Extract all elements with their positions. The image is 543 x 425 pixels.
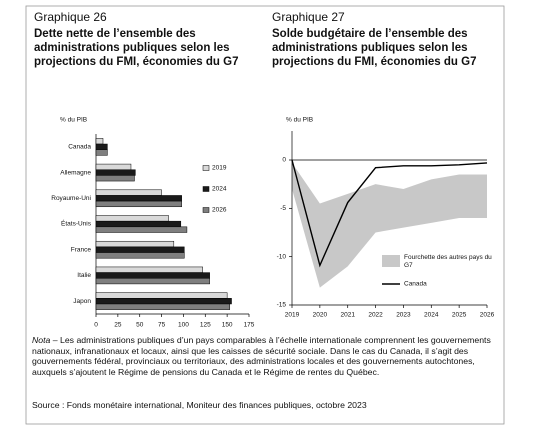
legend-label: Canada: [404, 281, 427, 288]
x-tick-label: 2023: [396, 312, 411, 319]
x-tick-label: 2019: [285, 312, 300, 319]
chart-title: Solde budgétaire de l’ensemble des admin…: [272, 28, 477, 68]
note-label: Nota: [32, 335, 51, 345]
x-tick-label: 2021: [340, 312, 355, 319]
axis-label: % du PIB: [60, 117, 87, 124]
x-tick-label: 2025: [452, 312, 467, 319]
source: Source : Fonds monétaire international, …: [32, 400, 367, 410]
figure-label: Graphique 27: [272, 10, 345, 24]
bar: [95, 143, 108, 150]
note: Nota – Les administrations publiques d’u…: [32, 335, 500, 377]
x-tick-label: 125: [200, 322, 211, 329]
bar: [95, 220, 182, 228]
y-tick-label: -10: [277, 253, 287, 260]
x-tick-label: 150: [222, 322, 233, 329]
figure-label: Graphique 26: [34, 10, 107, 24]
x-tick-label: 25: [114, 322, 122, 329]
y-tick-label: Italie: [77, 272, 91, 279]
x-tick-label: 2026: [480, 312, 495, 319]
line: [291, 159, 488, 268]
legend-label: 2026: [212, 207, 227, 214]
x-tick-label: 2024: [424, 312, 439, 319]
bar: [95, 298, 232, 305]
bar: [95, 149, 108, 156]
y-tick-label: -15: [277, 302, 287, 309]
y-tick-label: Canada: [68, 144, 91, 151]
y-tick-label: -5: [280, 205, 286, 212]
bar: [95, 200, 182, 208]
legend-label: 2019: [212, 165, 227, 172]
bar: [95, 138, 104, 145]
bar: [95, 215, 169, 222]
x-tick-label: 75: [158, 322, 166, 329]
y-tick-label: France: [71, 246, 92, 253]
bar: [95, 195, 182, 202]
bar: [95, 226, 188, 233]
bar: [95, 189, 162, 196]
legend-swatch: [202, 207, 210, 213]
bar: [95, 303, 231, 310]
bar: [95, 278, 210, 285]
legend-label: Fourchette des autres pays du G7: [404, 254, 492, 269]
frame: [25, 5, 505, 425]
y-tick-label: Allemagne: [60, 169, 91, 176]
bar: [95, 246, 185, 253]
bar: [95, 272, 210, 279]
legend-swatch: [382, 255, 400, 267]
bar: [95, 252, 185, 259]
bar: [95, 163, 132, 170]
bar: [95, 266, 203, 273]
bar: [95, 292, 228, 299]
y-tick-label: Royaume-Uni: [51, 195, 91, 202]
y-tick-label: États-Unis: [61, 219, 92, 228]
x-tick-label: 0: [94, 322, 98, 329]
legend-swatch: [202, 186, 210, 192]
axis-label: % du PIB: [286, 117, 313, 124]
legend-label: 2024: [212, 186, 227, 193]
x-tick-label: 2020: [313, 312, 328, 319]
bar: [95, 169, 136, 176]
chart-title: Dette nette de l’ensemble des administra…: [34, 28, 239, 68]
legend-swatch: [202, 165, 210, 171]
x-tick-label: 175: [244, 322, 255, 329]
x-tick-label: 50: [136, 322, 144, 329]
y-tick-label: Japon: [73, 298, 91, 305]
y-tick-label: 0: [282, 157, 286, 164]
bar: [95, 240, 175, 248]
x-tick-label: 100: [178, 322, 189, 329]
note-text: – Les administrations publiques d’un pay…: [32, 335, 491, 377]
bar: [95, 175, 135, 182]
x-tick-label: 2022: [368, 312, 383, 319]
range-band: [292, 162, 487, 288]
